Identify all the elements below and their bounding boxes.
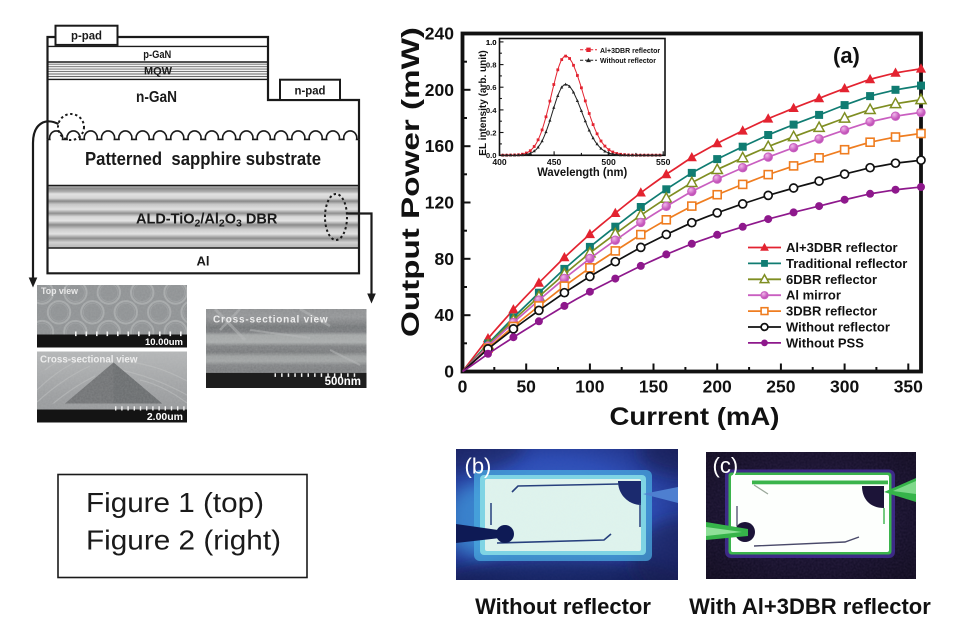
svg-text:Top view: Top view	[41, 286, 78, 296]
svg-text:10.00um: 10.00um	[145, 337, 183, 348]
svg-text:ALD-TiO2/Al2O3 DBR: ALD-TiO2/Al2O3 DBR	[136, 212, 278, 230]
svg-text:160: 160	[425, 136, 454, 156]
svg-text:250: 250	[766, 377, 795, 397]
svg-text:Wavelength (nm): Wavelength (nm)	[537, 165, 627, 179]
svg-text:Output Power (mW): Output Power (mW)	[397, 27, 425, 337]
svg-text:500: 500	[601, 157, 616, 167]
svg-text:450: 450	[547, 157, 562, 167]
svg-text:Cross-sectional view: Cross-sectional view	[213, 315, 328, 326]
svg-text:1.0: 1.0	[486, 38, 497, 47]
svg-text:0.0: 0.0	[486, 151, 497, 160]
svg-text:1.0: 1.0	[486, 38, 497, 47]
svg-text:(c): (c)	[713, 453, 739, 478]
svg-text:200: 200	[425, 80, 454, 100]
svg-text:EL intensity (arb. unit): EL intensity (arb. unit)	[478, 50, 489, 155]
svg-text:Without reflector: Without reflector	[600, 58, 656, 65]
svg-text:Figure 2 (right): Figure 2 (right)	[86, 525, 281, 556]
svg-text:50: 50	[516, 377, 536, 397]
svg-text:240: 240	[425, 24, 454, 44]
svg-text:Current (mA): Current (mA)	[610, 403, 780, 431]
svg-text:400: 400	[492, 157, 507, 167]
svg-text:120: 120	[425, 193, 454, 213]
svg-text:0: 0	[458, 377, 468, 397]
svg-text:p-GaN: p-GaN	[143, 49, 171, 61]
svg-text:200: 200	[703, 377, 732, 397]
svg-text:Cross-sectional view: Cross-sectional view	[40, 355, 138, 366]
svg-text:(a): (a)	[833, 43, 860, 68]
svg-text:40: 40	[435, 305, 455, 325]
svg-text:n-GaN: n-GaN	[136, 89, 177, 106]
svg-text:With Al+3DBR reflector: With Al+3DBR reflector	[689, 594, 931, 619]
svg-text:Without PSS: Without PSS	[786, 335, 864, 350]
svg-text:500nm: 500nm	[325, 376, 361, 388]
svg-text:100: 100	[575, 377, 604, 397]
svg-text:p-pad: p-pad	[71, 29, 102, 43]
svg-text:Without reflector: Without reflector	[475, 594, 651, 619]
svg-text:2.00um: 2.00um	[147, 411, 183, 423]
svg-text:0.2: 0.2	[486, 129, 497, 138]
svg-text:80: 80	[435, 249, 455, 269]
svg-text:300: 300	[830, 377, 859, 397]
svg-text:6DBR reflector: 6DBR reflector	[786, 272, 877, 287]
svg-text:Without reflector: Without reflector	[786, 320, 890, 335]
svg-text:3DBR reflector: 3DBR reflector	[786, 304, 877, 319]
svg-text:550: 550	[656, 157, 671, 167]
svg-text:0.8: 0.8	[486, 61, 497, 70]
svg-text:(b): (b)	[465, 454, 492, 479]
svg-text:350: 350	[894, 377, 923, 397]
svg-text:MQW: MQW	[144, 65, 172, 77]
svg-text:Patterned sapphire substrate: Patterned sapphire substrate	[85, 149, 321, 169]
svg-text:Al+3DBR reflector: Al+3DBR reflector	[600, 48, 660, 55]
svg-text:Traditional reflector: Traditional reflector	[786, 256, 907, 271]
svg-text:Al+3DBR reflector: Al+3DBR reflector	[786, 240, 898, 255]
svg-text:150: 150	[639, 377, 668, 397]
svg-text:0.6: 0.6	[486, 83, 497, 92]
svg-text:0.4: 0.4	[486, 106, 497, 115]
svg-text:Figure 1 (top): Figure 1 (top)	[86, 487, 264, 518]
svg-text:n-pad: n-pad	[295, 83, 326, 97]
svg-text:Al: Al	[197, 254, 210, 269]
svg-text:0: 0	[444, 362, 454, 382]
svg-text:Al mirror: Al mirror	[786, 288, 841, 303]
